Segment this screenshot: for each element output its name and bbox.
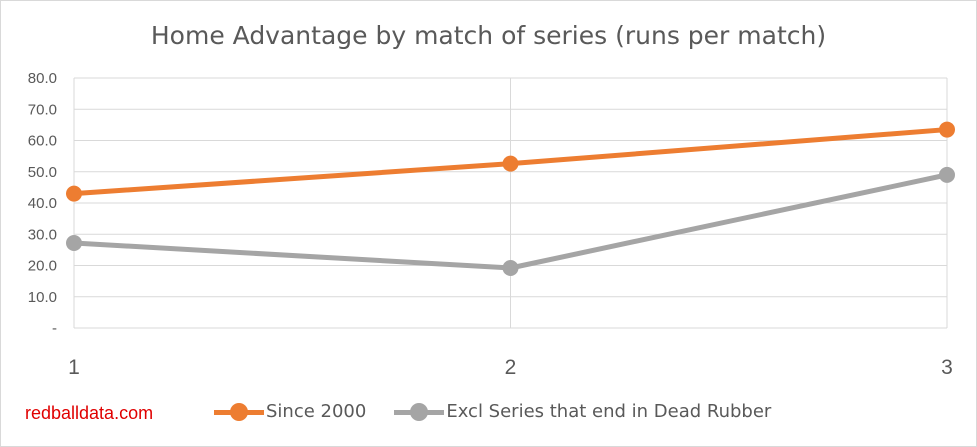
y-tick-label-6: 60.0 [28, 133, 57, 150]
series-0-point-2 [939, 121, 955, 138]
series-1-point-0 [66, 235, 82, 251]
y-tick-label-4: 40.0 [28, 195, 57, 212]
y-axis-ticks: - 10.0 20.0 30.0 40.0 50.0 60.0 70.0 80.0 [28, 70, 57, 337]
y-tick-label-7: 70.0 [28, 101, 57, 118]
y-tick-label-0: - [52, 320, 57, 337]
legend-item-since-2000: Since 2000 [214, 401, 366, 422]
vertical-gridlines [73, 78, 948, 328]
legend-swatch-since-2000 [214, 402, 264, 421]
legend: Since 2000 Excl Series that end in Dead … [214, 401, 799, 422]
y-tick-label-1: 10.0 [28, 289, 57, 306]
x-axis-ticks: 1 2 3 [68, 356, 953, 379]
y-tick-label-3: 30.0 [28, 226, 57, 243]
y-tick-label-2: 20.0 [28, 258, 57, 275]
legend-label-excl-dead-rubber: Excl Series that end in Dead Rubber [446, 401, 772, 422]
legend-item-excl-dead-rubber: Excl Series that end in Dead Rubber [394, 401, 771, 422]
series-0-point-1 [502, 155, 519, 172]
watermark-text: redballdata.com [25, 403, 154, 423]
y-tick-label-8: 80.0 [28, 70, 57, 87]
series-1-point-1 [502, 260, 519, 276]
legend-swatch-excl-dead-rubber [394, 402, 445, 421]
y-tick-label-5: 50.0 [28, 164, 57, 181]
x-tick-label-0: 1 [68, 356, 80, 379]
series-1-point-2 [939, 166, 955, 183]
x-tick-label-2: 3 [941, 356, 953, 379]
series-layer [66, 121, 955, 276]
chart-title: Home Advantage by match of series (runs … [150, 21, 827, 50]
series-0-point-0 [66, 185, 82, 202]
x-tick-label-1: 2 [505, 356, 517, 379]
legend-label-since-2000: Since 2000 [266, 401, 367, 422]
